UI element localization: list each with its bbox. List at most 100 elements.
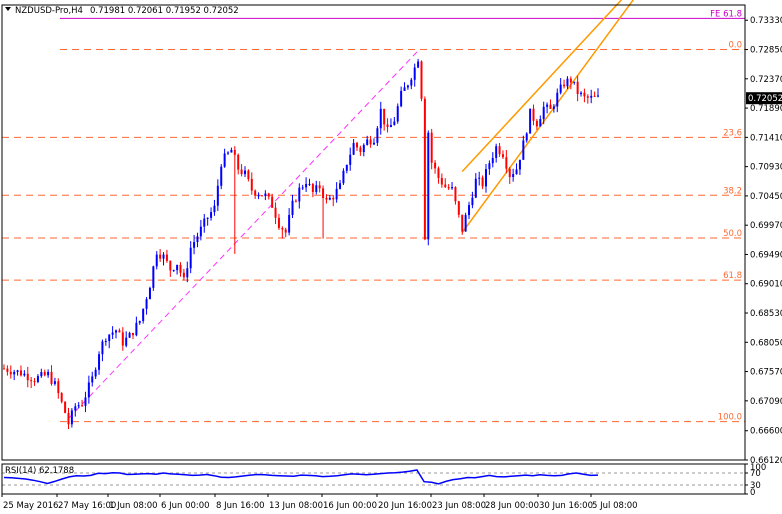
- candle-body: [3, 368, 5, 370]
- candle-body: [315, 185, 318, 193]
- x-tick-label: 5 Jul 08:00: [592, 501, 638, 511]
- candle-body: [501, 154, 504, 158]
- candle-body: [576, 81, 579, 95]
- candle-body: [406, 85, 409, 88]
- candle-body: [43, 372, 46, 376]
- candle-body: [162, 254, 165, 259]
- y-tick-label: 0.70930: [750, 163, 782, 173]
- collapse-arrow-icon[interactable]: [5, 7, 11, 11]
- candle-body: [546, 104, 549, 107]
- candle-body: [379, 108, 382, 129]
- candle-body: [101, 341, 104, 355]
- ohlc-values: 0.71981 0.72061 0.71952 0.72052: [90, 6, 239, 16]
- candle-body: [508, 168, 511, 178]
- candle-body: [87, 382, 90, 398]
- candle-body: [230, 149, 233, 153]
- candle-body: [305, 183, 308, 188]
- candle-body: [542, 106, 545, 120]
- candle-body: [30, 380, 33, 382]
- candle-body: [454, 187, 457, 202]
- candle-body: [6, 368, 9, 372]
- candle-body: [284, 229, 287, 233]
- candle-body: [213, 205, 216, 213]
- candle-body: [461, 214, 464, 232]
- candle-body: [131, 332, 134, 336]
- candle-body: [210, 212, 213, 218]
- y-tick-label: 0.66120: [750, 456, 782, 466]
- fib-level-label: 61.8: [723, 271, 742, 281]
- candle-body: [359, 147, 362, 153]
- candle-body: [495, 146, 498, 158]
- candle-body: [522, 140, 525, 160]
- candle-body: [193, 242, 196, 248]
- candle-body: [525, 133, 528, 141]
- candle-body: [125, 337, 128, 346]
- current-price-label: 0.72052: [748, 94, 782, 104]
- candle-body: [288, 215, 291, 233]
- candle-body: [447, 187, 450, 189]
- y-tick-label: 0.71410: [750, 133, 782, 143]
- axes: 0.72052 0.73330 0.72850 0.72370 0.71890 0.714…: [1, 16, 782, 511]
- candle-body: [389, 125, 392, 128]
- candle-body: [189, 247, 192, 269]
- candle-body: [172, 270, 175, 272]
- candle-body: [491, 157, 494, 164]
- candle-body: [247, 170, 250, 179]
- candle-body: [549, 104, 552, 109]
- candle-body: [464, 215, 467, 232]
- rsi-label: RSI(14) 62.1788: [5, 466, 74, 476]
- candle-body: [227, 152, 230, 154]
- candle-body: [597, 95, 599, 97]
- candle-body: [569, 78, 572, 83]
- candle-body: [366, 139, 369, 145]
- chart-header: NZDUSD-Pro,H4 0.71981 0.72061 0.71952 0.…: [5, 6, 239, 16]
- candle-body: [250, 178, 253, 191]
- candle-body: [84, 397, 87, 406]
- candle-body: [376, 128, 379, 143]
- candle-body: [271, 196, 274, 208]
- candle-body: [16, 370, 19, 372]
- candle-body: [64, 401, 67, 413]
- candle-body: [50, 371, 53, 384]
- y-tick-label: 0.70450: [750, 192, 782, 202]
- y-tick-label: 0.67090: [750, 397, 782, 407]
- candle-body: [196, 236, 199, 243]
- candle-body: [403, 87, 406, 91]
- candle-body: [417, 61, 420, 68]
- x-tick-label: 8 Jun 16:00: [216, 501, 265, 511]
- candle-body: [9, 371, 12, 375]
- candle-body: [478, 177, 481, 179]
- candle-body: [332, 197, 335, 200]
- candlesticks: [3, 58, 599, 429]
- candle-body: [488, 163, 491, 170]
- candle-body: [532, 108, 535, 121]
- candle-body: [566, 78, 569, 87]
- fibonacci-levels: FE 61.8 0.0 23.6 38.2 50.0 61.8 100.0: [2, 9, 745, 423]
- candle-body: [512, 174, 515, 178]
- candle-body: [583, 92, 586, 97]
- fib-level-label: 0.0: [728, 41, 742, 51]
- fib-extension-label: FE 61.8: [710, 9, 742, 19]
- candle-body: [254, 190, 257, 196]
- candle-body: [145, 299, 148, 309]
- candle-body: [590, 95, 593, 98]
- rsi-tick-label: 30: [750, 481, 761, 491]
- candle-body: [13, 371, 16, 375]
- candle-body: [115, 330, 118, 333]
- candle-body: [444, 184, 447, 188]
- candle-body: [60, 393, 63, 402]
- candle-body: [535, 120, 538, 127]
- rsi-tick-label: 0: [750, 488, 755, 498]
- candle-body: [298, 187, 301, 202]
- candle-body: [369, 139, 372, 145]
- candle-body: [33, 381, 36, 383]
- x-tick-label: 25 May 2016: [3, 501, 58, 511]
- candle-body: [325, 198, 328, 200]
- candle-body: [484, 169, 487, 187]
- candle-body: [135, 322, 138, 336]
- y-tick-label: 0.73330: [750, 16, 782, 26]
- y-tick-label: 0.69970: [750, 221, 782, 231]
- candle-body: [203, 218, 206, 227]
- candle-body: [410, 79, 413, 86]
